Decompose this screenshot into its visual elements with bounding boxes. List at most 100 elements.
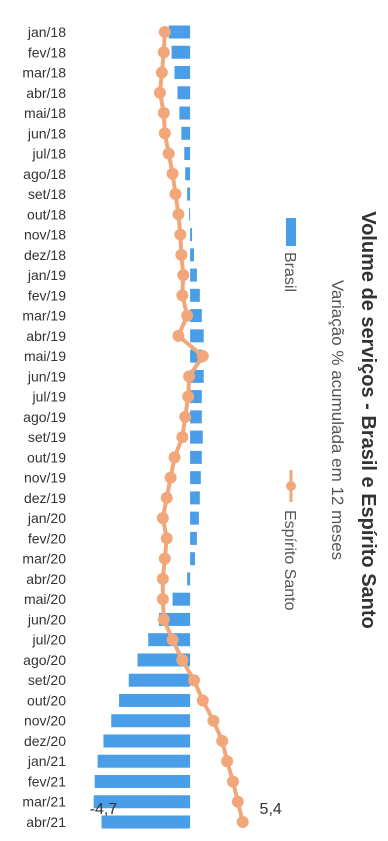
x-tick-label: abr/21 bbox=[26, 814, 66, 830]
point-espirito-santo-set-20 bbox=[188, 674, 200, 687]
bar-brasil-nov-19 bbox=[190, 471, 201, 485]
point-espirito-santo-mai-20 bbox=[156, 593, 169, 606]
point-espirito-santo-nov-19 bbox=[164, 471, 177, 484]
bar-brasil-mar-19 bbox=[190, 309, 202, 323]
annotations: -4,7 5,4 bbox=[90, 801, 282, 818]
point-espirito-santo-mar-19 bbox=[181, 309, 194, 322]
x-tick-label: jul/20 bbox=[32, 632, 67, 648]
x-tick-label: dez/18 bbox=[24, 247, 66, 263]
bar-brasil-abr-20 bbox=[187, 572, 191, 586]
bar-brasil-out-20 bbox=[119, 693, 191, 707]
x-tick-label: ago/19 bbox=[23, 409, 66, 425]
bar-brasil-abr-18 bbox=[177, 86, 191, 100]
legend-brasil-swatch bbox=[286, 218, 296, 246]
x-tick-label: jan/21 bbox=[27, 753, 66, 769]
x-tick-label: jun/20 bbox=[27, 611, 66, 627]
data-label: 5,4 bbox=[260, 801, 282, 818]
bar-brasil-nov-18 bbox=[190, 228, 193, 242]
bar-brasil-dez-20 bbox=[103, 734, 191, 748]
bar-brasil-mai-18 bbox=[179, 106, 191, 120]
x-tick-label: dez/20 bbox=[24, 733, 66, 749]
data-label: -4,7 bbox=[90, 801, 118, 818]
point-espirito-santo-mar-20 bbox=[158, 552, 171, 565]
bar-brasil-mar-18 bbox=[174, 66, 191, 80]
x-tick-label: mar/20 bbox=[22, 551, 66, 567]
bar-brasil-jan-18 bbox=[168, 25, 191, 39]
point-espirito-santo-jun-20 bbox=[157, 613, 170, 626]
point-espirito-santo-jul-19 bbox=[182, 390, 195, 403]
x-tick-label: jun/19 bbox=[27, 368, 66, 384]
bar-brasil-out-19 bbox=[190, 450, 202, 464]
point-espirito-santo-nov-18 bbox=[174, 228, 187, 241]
point-espirito-santo-mar-21 bbox=[231, 795, 244, 808]
point-espirito-santo-ago-18 bbox=[166, 167, 179, 180]
x-tick-label: jan/19 bbox=[27, 267, 66, 283]
point-espirito-santo-abr-21 bbox=[236, 816, 249, 828]
x-tick-label: mar/19 bbox=[22, 308, 66, 324]
x-tick-label: jun/18 bbox=[27, 125, 66, 141]
x-tick-label: dez/19 bbox=[24, 490, 66, 506]
bar-brasil-ago-20 bbox=[137, 653, 191, 667]
point-espirito-santo-jan-19 bbox=[177, 269, 190, 282]
bar-brasil-dez-19 bbox=[190, 491, 200, 505]
bar-brasil-fev-21 bbox=[94, 774, 191, 788]
x-tick-label: fev/21 bbox=[28, 773, 66, 789]
x-tick-label: jan/20 bbox=[27, 510, 66, 526]
point-espirito-santo-mai-19 bbox=[196, 350, 209, 363]
legend: Brasil Espírito Santo bbox=[281, 218, 298, 611]
bar-brasil-abr-21 bbox=[101, 815, 191, 829]
bar-brasil-fev-18 bbox=[171, 45, 191, 59]
x-tick-label: jul/18 bbox=[32, 146, 67, 162]
point-espirito-santo-fev-20 bbox=[160, 532, 173, 545]
point-espirito-santo-dez-18 bbox=[175, 248, 188, 261]
x-tick-label: jul/19 bbox=[32, 389, 67, 405]
legend-brasil-label: Brasil bbox=[281, 252, 298, 292]
point-espirito-santo-out-18 bbox=[172, 208, 185, 221]
point-espirito-santo-dez-19 bbox=[160, 491, 173, 504]
x-tick-label: mai/18 bbox=[24, 105, 66, 121]
bar-brasil-set-20 bbox=[128, 673, 191, 687]
x-tick-label: mai/19 bbox=[24, 348, 66, 364]
point-espirito-santo-jan-18 bbox=[158, 26, 171, 38]
bar-brasil-nov-20 bbox=[111, 714, 191, 728]
chart-subtitle: Variação % acumulada em 12 meses bbox=[328, 280, 347, 560]
bar-brasil-jun-18 bbox=[181, 126, 191, 140]
bar-brasil-ago-18 bbox=[185, 167, 191, 181]
x-tick-label: abr/19 bbox=[26, 328, 66, 344]
x-tick-label: jan/18 bbox=[27, 24, 66, 40]
bar-brasil-set-18 bbox=[187, 187, 191, 201]
point-espirito-santo-jan-20 bbox=[156, 512, 169, 525]
line-espirito-santo bbox=[157, 31, 245, 823]
point-espirito-santo-abr-20 bbox=[156, 572, 169, 585]
x-tick-label: nov/19 bbox=[24, 470, 66, 486]
point-espirito-santo-dez-20 bbox=[216, 734, 229, 747]
bar-brasil-mar-21 bbox=[93, 795, 191, 809]
x-tick-label: nov/18 bbox=[24, 227, 66, 243]
point-espirito-santo-jan-21 bbox=[221, 755, 234, 768]
x-tick-label: ago/20 bbox=[23, 652, 66, 668]
bar-brasil-dez-18 bbox=[190, 248, 194, 262]
point-espirito-santo-jun-18 bbox=[158, 127, 171, 140]
bar-brasil-out-18 bbox=[189, 207, 191, 221]
bar-brasil-jan-20 bbox=[190, 511, 199, 525]
point-espirito-santo-abr-18 bbox=[153, 86, 166, 99]
point-espirito-santo-out-20 bbox=[196, 694, 209, 707]
point-espirito-santo-set-18 bbox=[169, 188, 182, 201]
x-axis-tick-labels: jan/18 fev/18 mar/18 abr/18 mai/18 jun/18 jul/… bbox=[22, 24, 66, 830]
point-espirito-santo-fev-19 bbox=[176, 289, 189, 302]
point-espirito-santo-out-19 bbox=[168, 451, 181, 464]
x-tick-label: mar/18 bbox=[22, 65, 66, 81]
point-espirito-santo-ago-20 bbox=[176, 653, 189, 666]
point-espirito-santo-abr-19 bbox=[172, 329, 185, 342]
point-espirito-santo-mai-18 bbox=[157, 107, 170, 120]
x-tick-label: out/18 bbox=[27, 206, 66, 222]
bar-brasil-ago-19 bbox=[190, 410, 202, 424]
bar-brasil-abr-19 bbox=[190, 329, 204, 343]
bar-brasil-jan-19 bbox=[190, 268, 197, 282]
x-tick-label: fev/19 bbox=[28, 287, 66, 303]
bar-brasil-set-19 bbox=[190, 430, 203, 444]
x-tick-label: set/19 bbox=[28, 429, 66, 445]
bar-brasil-mai-20 bbox=[172, 592, 191, 606]
x-tick-label: out/19 bbox=[27, 449, 66, 465]
